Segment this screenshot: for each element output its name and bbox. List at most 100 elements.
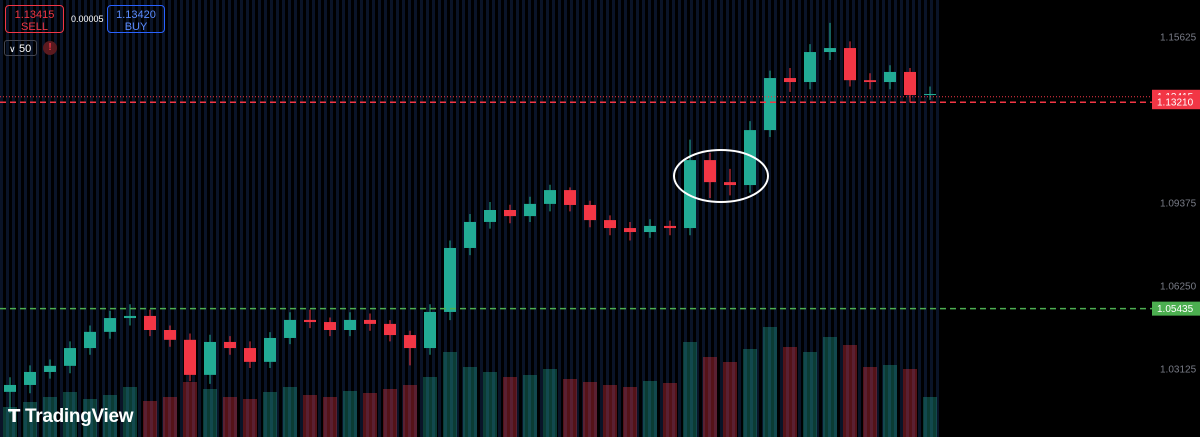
volume-bar: [363, 393, 377, 437]
session-stripe: [138, 0, 141, 437]
session-stripe: [474, 0, 477, 437]
session-stripe: [702, 0, 705, 437]
session-stripe: [858, 0, 861, 437]
volume-bar: [723, 362, 737, 437]
candle-body: [424, 311, 436, 349]
session-stripe: [180, 0, 183, 437]
highlight-ellipse: [673, 149, 769, 203]
session-stripe: [6, 0, 9, 437]
session-stripe: [60, 0, 63, 437]
session-stripe: [756, 0, 759, 437]
session-stripe: [738, 0, 741, 437]
session-stripe: [450, 0, 453, 437]
volume-bar: [383, 389, 397, 437]
session-stripe: [396, 0, 399, 437]
volume-bar: [683, 342, 697, 437]
session-stripe: [426, 0, 429, 437]
session-stripe: [312, 0, 315, 437]
session-stripe: [576, 0, 579, 437]
candle-body: [224, 341, 236, 349]
session-stripe: [540, 0, 543, 437]
session-stripe: [444, 0, 447, 437]
quantity-selector[interactable]: ∨ 50: [4, 40, 37, 56]
session-stripe: [342, 0, 345, 437]
session-stripe: [324, 0, 327, 437]
candle-body: [864, 80, 876, 83]
session-stripe: [336, 0, 339, 437]
volume-bar: [883, 365, 897, 437]
buy-button[interactable]: 1.13420 BUY: [107, 5, 165, 33]
session-stripe: [192, 0, 195, 437]
candle-body: [644, 225, 656, 233]
session-stripe: [42, 0, 45, 437]
session-stripe: [600, 0, 603, 437]
session-stripe: [552, 0, 555, 437]
volume-bar: [443, 352, 457, 437]
session-stripe: [18, 0, 21, 437]
volume-bar: [243, 399, 257, 437]
candle-body: [904, 71, 916, 96]
sell-price: 1.13415: [14, 9, 55, 21]
session-stripe: [774, 0, 777, 437]
session-stripe: [630, 0, 633, 437]
candle-body: [684, 160, 696, 229]
session-stripe: [618, 0, 621, 437]
session-stripe: [480, 0, 483, 437]
volume-bar: [43, 397, 57, 437]
warning-icon[interactable]: !: [43, 41, 57, 55]
session-stripe: [48, 0, 51, 437]
session-stripe: [390, 0, 393, 437]
session-stripe: [402, 0, 405, 437]
session-stripe: [54, 0, 57, 437]
session-stripe: [636, 0, 639, 437]
candle-body: [804, 52, 816, 83]
session-stripe: [888, 0, 891, 437]
candle-body: [144, 315, 156, 331]
session-stripe: [282, 0, 285, 437]
session-stripe: [144, 0, 147, 437]
candle-body: [304, 319, 316, 323]
session-stripe: [798, 0, 801, 437]
volume-bar: [903, 369, 917, 437]
session-stripe: [186, 0, 189, 437]
volume-bar: [583, 382, 597, 437]
session-stripe: [570, 0, 573, 437]
candle-body: [264, 337, 276, 362]
sell-button[interactable]: 1.13415 SELL: [5, 5, 64, 33]
session-stripe: [330, 0, 333, 437]
price-label: 1.13210: [1157, 97, 1194, 108]
session-stripe: [804, 0, 807, 437]
candle-body: [164, 330, 176, 340]
session-stripe: [582, 0, 585, 437]
candle-body: [204, 341, 216, 375]
session-stripe: [276, 0, 279, 437]
session-stripe: [846, 0, 849, 437]
candle-body: [624, 228, 636, 233]
candle-body: [544, 190, 556, 204]
session-stripe: [222, 0, 225, 437]
session-stripe: [876, 0, 879, 437]
candle-body: [4, 384, 16, 392]
volume-bar: [823, 337, 837, 437]
candle-body: [844, 48, 856, 81]
volume-bar: [263, 392, 277, 437]
session-stripe: [768, 0, 771, 437]
candle-body: [24, 371, 36, 385]
volume-bar: [3, 407, 17, 437]
volume-bar: [783, 347, 797, 437]
session-stripe: [78, 0, 81, 437]
volume-bar: [523, 375, 537, 437]
session-stripe: [516, 0, 519, 437]
session-stripe: [150, 0, 153, 437]
session-stripe: [162, 0, 165, 437]
session-stripe: [96, 0, 99, 437]
session-stripe: [732, 0, 735, 437]
session-stripe: [900, 0, 903, 437]
candle-body: [824, 48, 836, 53]
volume-bar: [143, 401, 157, 437]
session-stripe: [750, 0, 753, 437]
session-stripe: [432, 0, 435, 437]
session-stripe: [414, 0, 417, 437]
session-stripe: [522, 0, 525, 437]
session-stripe: [234, 0, 237, 437]
